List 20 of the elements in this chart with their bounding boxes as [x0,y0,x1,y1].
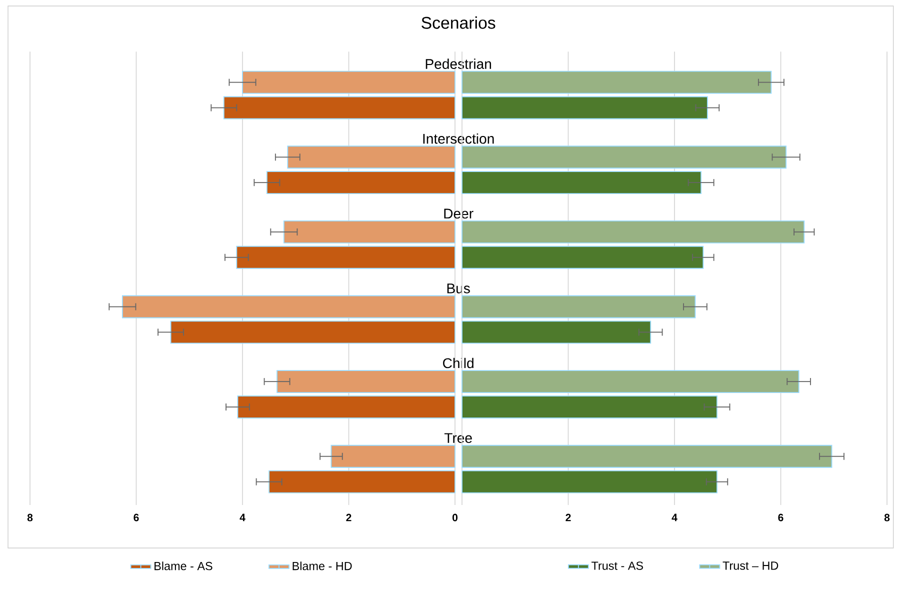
y-tick-label: Intersection [423,133,494,144]
y-tick-label: Pedestrian [426,58,492,69]
x-tick-label: 6 [778,514,784,522]
x-tick-label: 6 [134,514,139,522]
x-tick-label: 0 [452,514,458,522]
legend-label: Blame - AS [154,562,212,570]
x-tick-label: 8 [27,514,33,522]
x-tick-label: 2 [566,514,571,522]
x-tick-label: 4 [672,514,678,522]
chart-title: Scenarios [422,16,496,29]
y-tick-label: Tree [444,433,472,443]
legend-label: Trust - AS [592,562,643,570]
legend-label: Trust – HD [722,562,778,570]
y-tick-label: Bus [447,284,470,294]
legend-label: Blame - HD [292,562,352,570]
x-tick-label: 8 [884,514,890,522]
y-tick-label: Deer [444,208,474,219]
x-tick-label: 4 [240,514,246,522]
x-tick-label: 2 [346,514,352,522]
y-tick-label: Child [443,358,474,368]
